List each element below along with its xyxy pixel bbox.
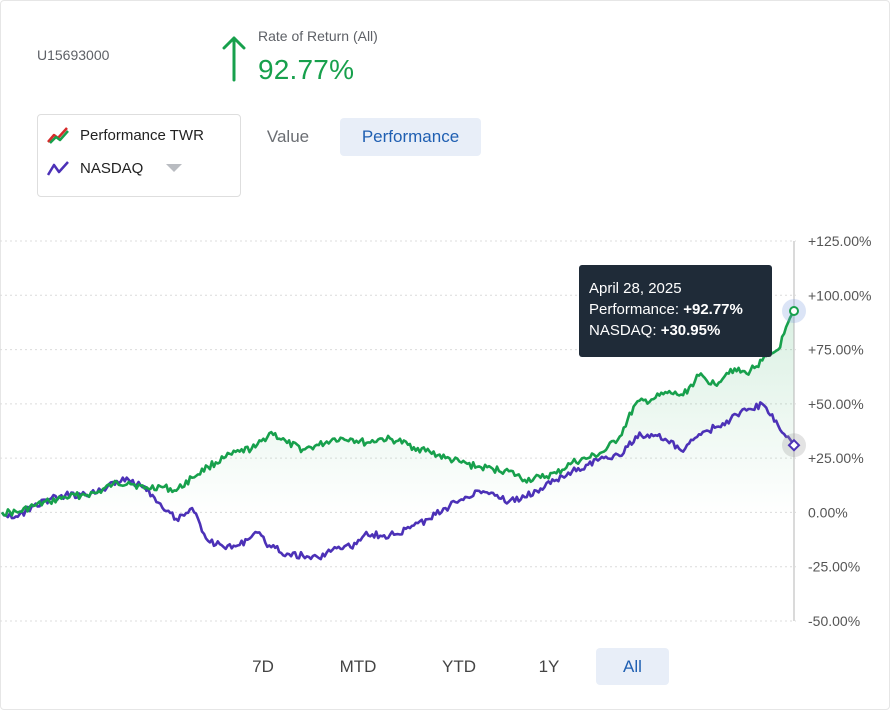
account-id: U15693000 bbox=[37, 47, 110, 63]
series-legend[interactable]: Performance TWR NASDAQ bbox=[37, 114, 241, 197]
legend-label-performance: Performance TWR bbox=[80, 126, 204, 144]
y-tick-label: +50.00% bbox=[808, 396, 864, 412]
y-tick-label: +125.00% bbox=[808, 233, 871, 249]
legend-label-nasdaq: NASDAQ bbox=[80, 159, 144, 177]
range-ytd-button[interactable]: YTD bbox=[442, 657, 476, 676]
chevron-down-icon[interactable] bbox=[166, 164, 182, 172]
up-arrow-icon bbox=[222, 36, 246, 82]
performance-line-icon bbox=[47, 127, 69, 144]
hover-tooltip: April 28, 2025 Performance: +92.77% NASD… bbox=[579, 265, 772, 357]
range-mtd-button[interactable]: MTD bbox=[339, 657, 377, 676]
rate-of-return-label: Rate of Return (All) bbox=[258, 28, 378, 44]
y-tick-label: +100.00% bbox=[808, 287, 871, 303]
performance-point-marker bbox=[789, 306, 800, 316]
range-all-button[interactable]: All bbox=[596, 648, 669, 685]
tooltip-nasdaq-label: NASDAQ: bbox=[589, 322, 661, 339]
view-value-button[interactable]: Value bbox=[266, 127, 310, 146]
range-1y-button[interactable]: 1Y bbox=[538, 657, 560, 676]
nasdaq-line-icon bbox=[47, 161, 69, 176]
y-tick-label: +75.00% bbox=[808, 342, 864, 358]
y-tick-label: -25.00% bbox=[808, 559, 860, 575]
tooltip-nasdaq-value: +30.95% bbox=[660, 322, 721, 339]
y-tick-label: -50.00% bbox=[808, 613, 860, 629]
view-performance-button[interactable]: Performance bbox=[340, 118, 481, 156]
tooltip-performance-value: +92.77% bbox=[683, 301, 743, 318]
performance-area-fill bbox=[2, 311, 794, 516]
legend-item-nasdaq[interactable]: NASDAQ bbox=[47, 159, 143, 177]
tooltip-date: April 28, 2025 bbox=[589, 280, 682, 297]
y-tick-label: 0.00% bbox=[808, 504, 848, 520]
series-line-performance bbox=[0, 310, 796, 517]
rate-of-return-value: 92.77% bbox=[258, 54, 355, 85]
tooltip-performance-label: Performance: bbox=[589, 301, 684, 318]
tooltip-performance-row: Performance: +92.77% bbox=[589, 299, 772, 320]
range-7d-button[interactable]: 7D bbox=[252, 657, 274, 676]
performance-chart[interactable]: +125.00% +100.00% +75.00% +50.00% +25.00% 0.0… bbox=[0, 225, 892, 635]
y-tick-label: +25.00% bbox=[808, 450, 864, 466]
nasdaq-point-marker bbox=[787, 438, 801, 452]
tooltip-nasdaq-row: NASDAQ: +30.95% bbox=[589, 320, 772, 341]
legend-item-performance[interactable]: Performance TWR bbox=[47, 126, 204, 144]
